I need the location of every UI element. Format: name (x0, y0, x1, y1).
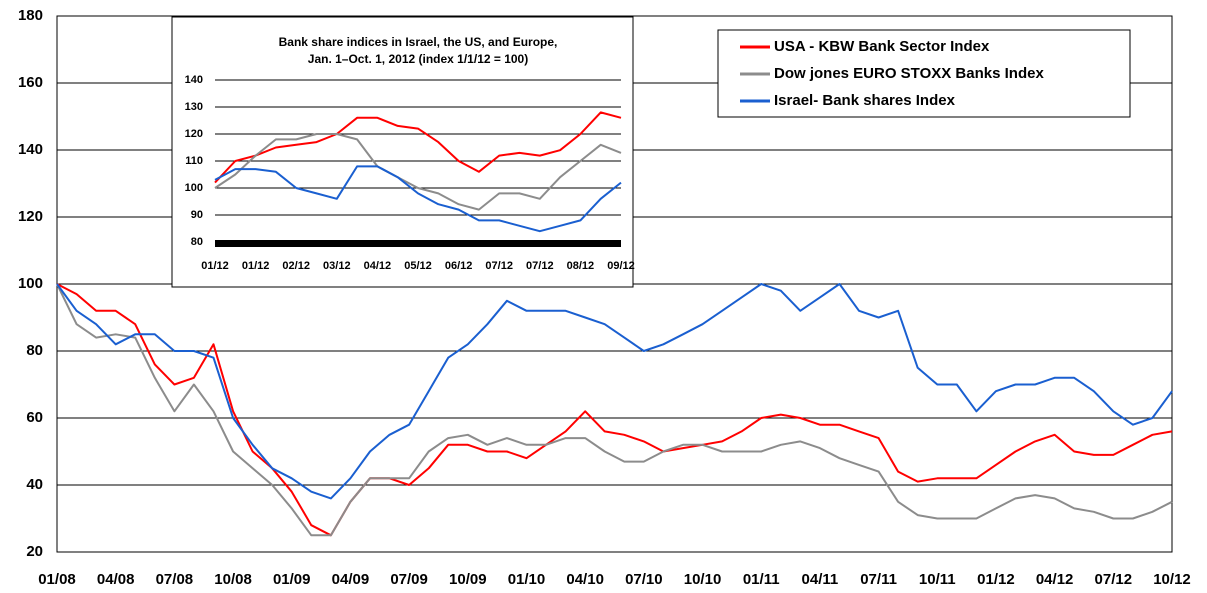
y-tick-label: 120 (185, 128, 203, 140)
x-tick-label: 04/12 (364, 260, 392, 272)
y-tick-label: 140 (185, 74, 203, 86)
x-tick-label: 06/12 (445, 260, 473, 272)
x-tick-label: 10/10 (684, 571, 722, 588)
series-line (56, 283, 1173, 537)
axis-band (215, 240, 621, 247)
x-tick-label: 01/11 (743, 571, 780, 588)
series-line (56, 283, 1173, 537)
y-tick-label: 90 (191, 209, 203, 221)
inset-chart: 80 90 100 110 120 130 140 01/12 01/12 02/12 03/12 0… (185, 35, 635, 272)
y-tick-label: 60 (26, 409, 43, 426)
x-tick-label: 01/12 (977, 571, 1015, 588)
x-tick-label: 04/10 (566, 571, 604, 588)
x-tick-label: 01/10 (508, 571, 546, 588)
y-tick-label: 110 (185, 155, 203, 167)
x-tick-label: 10/12 (1153, 571, 1191, 588)
x-tick-label: 01/09 (273, 571, 311, 588)
y-tick-label: 100 (185, 182, 203, 194)
x-tick-label: 01/12 (201, 260, 229, 272)
chart-title: Jan. 1–Oct. 1, 2012 (index 1/1/12 = 100) (308, 52, 528, 66)
x-tick-label: 07/08 (156, 571, 194, 588)
series-line (56, 283, 1173, 500)
x-tick-label: 07/12 (485, 260, 513, 272)
y-tick-label: 20 (26, 543, 43, 560)
x-tick-label: 07/12 (1095, 571, 1133, 588)
x-tick-label: 07/11 (860, 571, 897, 588)
x-tick-label: 01/08 (38, 571, 76, 588)
series-line (214, 133, 622, 211)
x-tick-label: 09/12 (607, 260, 635, 272)
legend: USA - KBW Bank Sector Index Dow jones EUR… (740, 38, 1044, 109)
y-tick-label: 140 (18, 141, 43, 158)
x-tick-label: 02/12 (282, 260, 310, 272)
x-tick-label: 10/09 (449, 571, 487, 588)
x-tick-label: 05/12 (404, 260, 432, 272)
chart-title: Bank share indices in Israel, the US, an… (279, 35, 558, 49)
x-tick-label: 10/08 (214, 571, 252, 588)
y-tick-label: 80 (26, 342, 43, 359)
y-tick-label: 100 (18, 275, 43, 292)
x-tick-label: 01/12 (242, 260, 270, 272)
series-line (214, 165, 622, 233)
x-tick-label: 07/12 (526, 260, 554, 272)
y-tick-label: 40 (26, 476, 43, 493)
x-tick-label: 04/12 (1036, 571, 1074, 588)
y-tick-label: 160 (18, 74, 43, 91)
x-tick-label: 04/09 (332, 571, 370, 588)
legend-label: Dow jones EURO STOXX Banks Index (774, 65, 1044, 82)
x-tick-label: 04/11 (802, 571, 839, 588)
legend-box (717, 29, 1131, 118)
legend-label: Israel- Bank shares Index (774, 92, 956, 109)
y-tick-label: 180 (18, 7, 43, 24)
x-tick-label: 07/10 (625, 571, 663, 588)
y-tick-label: 80 (191, 236, 203, 248)
x-tick-label: 08/12 (567, 260, 595, 272)
x-tick-label: 03/12 (323, 260, 351, 272)
x-tick-label: 07/09 (390, 571, 428, 588)
x-tick-label: 10/11 (919, 571, 956, 588)
y-tick-label: 120 (18, 208, 43, 225)
series-line (214, 111, 622, 184)
y-tick-label: 130 (185, 101, 203, 113)
legend-label: USA - KBW Bank Sector Index (774, 38, 990, 55)
x-tick-label: 04/08 (97, 571, 135, 588)
